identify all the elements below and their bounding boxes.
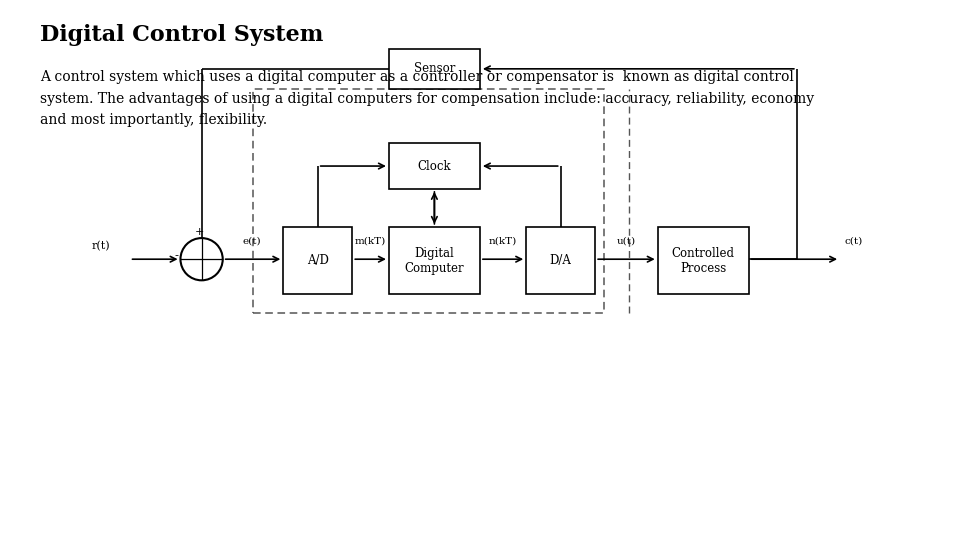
Text: Controlled
Process: Controlled Process [672,247,734,274]
Text: Clock: Clock [418,159,451,173]
Bar [389,227,480,294]
Text: u(t): u(t) [617,237,636,246]
Bar [526,227,595,294]
Text: n(kT): n(kT) [489,237,517,246]
Text: Digital
Computer: Digital Computer [404,247,465,274]
Bar [389,49,480,89]
Text: e(t): e(t) [242,237,261,246]
Text: and most importantly, flexibility.: and most importantly, flexibility. [40,113,268,127]
Text: c(t): c(t) [845,237,863,246]
Text: A/D: A/D [307,254,328,267]
Bar [389,143,480,189]
Bar [658,227,749,294]
Bar [283,227,352,294]
Text: Digital Control System: Digital Control System [40,24,324,46]
Text: D/A: D/A [550,254,571,267]
Text: +: + [195,227,204,237]
Text: system. The advantages of using a digital computers for compensation include: ac: system. The advantages of using a digita… [40,92,814,106]
Bar [253,89,604,313]
Text: m(kT): m(kT) [355,237,386,246]
Text: Sensor: Sensor [414,62,455,76]
Text: -: - [175,250,179,260]
Text: A control system which uses a digital computer as a controller or compensator is: A control system which uses a digital co… [40,70,794,84]
Text: r(t): r(t) [92,240,110,251]
